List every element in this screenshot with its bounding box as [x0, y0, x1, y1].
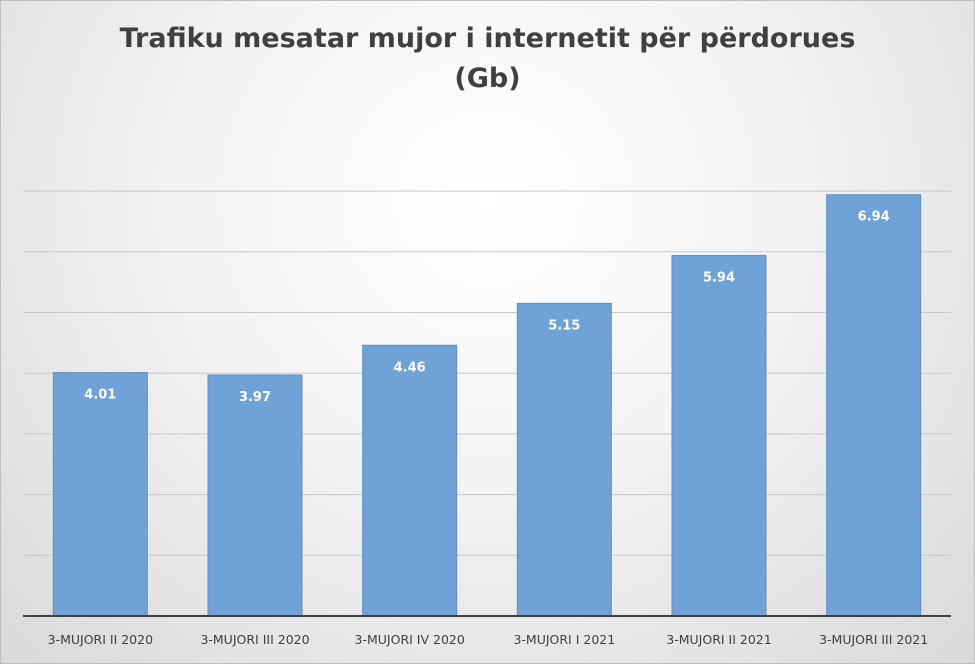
chart-title-line-1: Trafiku mesatar mujor i internetit për p… — [119, 23, 856, 54]
chart-title-line-2: (Gb) — [454, 63, 521, 94]
data-label: 4.46 — [394, 360, 426, 375]
data-label: 5.94 — [703, 270, 735, 285]
x-tick-label: 3-MUJORI III 2021 — [819, 632, 928, 647]
x-tick-labels: 3-MUJORI II 2020 3-MUJORI III 2020 3-MUJOR… — [48, 632, 929, 647]
bar — [52, 372, 148, 617]
data-label: 3.97 — [239, 390, 271, 405]
bar — [516, 302, 612, 617]
x-tick-label: 3-MUJORI II 2021 — [666, 632, 771, 647]
x-tick-label: 3-MUJORI IV 2020 — [355, 632, 465, 647]
bar — [362, 344, 458, 617]
data-labels: 4.01 3.97 4.46 5.15 5.94 6.94 — [84, 210, 889, 405]
bar — [671, 254, 767, 617]
data-label: 5.15 — [548, 318, 580, 333]
x-tick-label: 3-MUJORI III 2020 — [200, 632, 309, 647]
x-tick-label: 3-MUJORI II 2020 — [48, 632, 153, 647]
data-label: 6.94 — [858, 210, 890, 225]
chart-title: Trafiku mesatar mujor i internetit për p… — [1, 19, 974, 99]
x-tick-label: 3-MUJORI I 2021 — [513, 632, 615, 647]
data-label: 4.01 — [84, 388, 116, 403]
bars — [52, 194, 922, 617]
bar — [207, 374, 303, 617]
bar — [826, 194, 922, 617]
gridlines — [23, 190, 951, 556]
